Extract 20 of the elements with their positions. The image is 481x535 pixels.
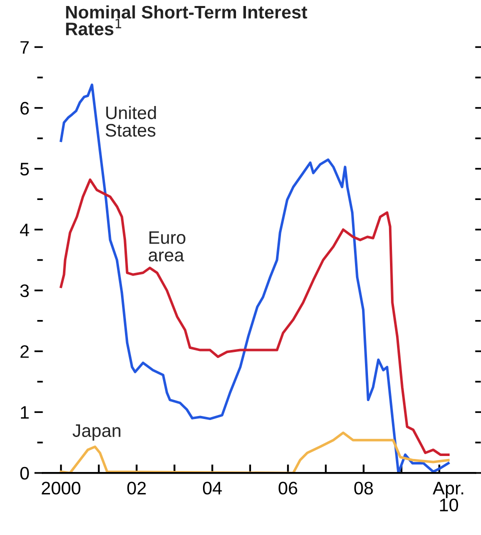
x-tick-label: 2000 — [42, 482, 80, 495]
series-label: United States — [106, 106, 156, 137]
y-tick-label: 2 — [20, 345, 29, 358]
series-label: Euro area — [148, 231, 186, 262]
y-tick-label: 1 — [20, 406, 29, 419]
y-tick-label: 0 — [20, 466, 29, 480]
line-series — [60, 178, 450, 456]
x-tick-label: 08 — [354, 482, 373, 495]
y-tick-label: 7 — [20, 41, 29, 54]
chart-title: Nominal Short-Term Interest Rates$^{1}$ — [66, 5, 308, 36]
y-tick-label: 3 — [20, 284, 29, 298]
x-tick-label: 02 — [127, 482, 146, 495]
x-tick-label: 04 — [202, 482, 222, 495]
line-series — [60, 84, 450, 473]
x-tick-label: Apr. 10 — [432, 482, 464, 512]
x-tick-label: 06 — [278, 482, 298, 495]
y-tick-label: 6 — [20, 102, 29, 115]
y-tick-label: 5 — [20, 162, 29, 176]
series-label: Japan — [72, 424, 120, 441]
y-tick-label: 4 — [20, 224, 30, 236]
